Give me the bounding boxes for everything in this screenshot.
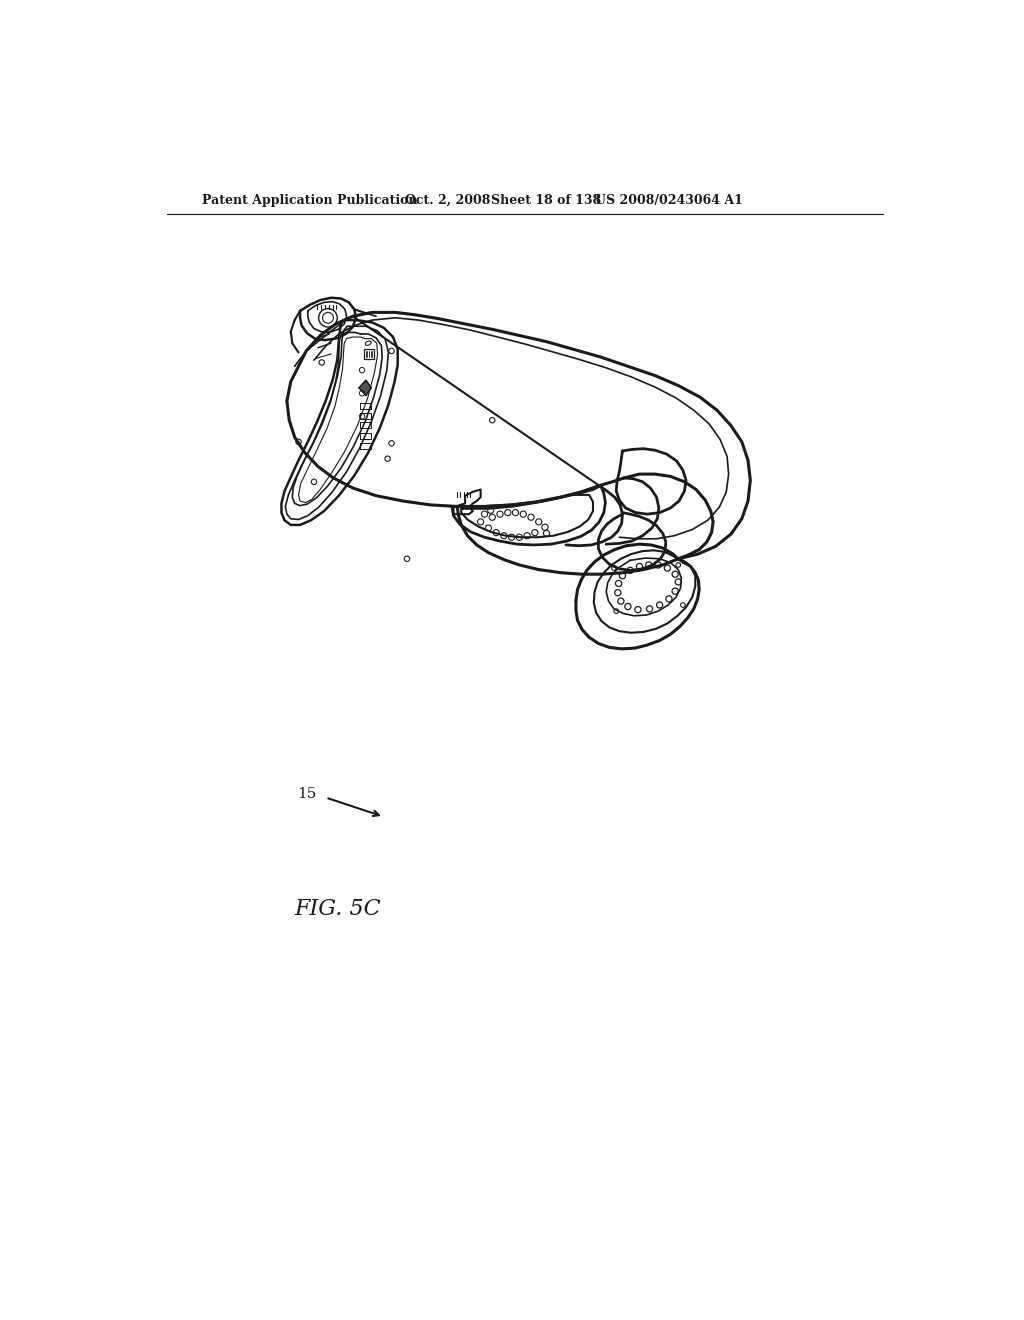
Text: 15: 15	[297, 787, 316, 801]
Text: Sheet 18 of 138: Sheet 18 of 138	[490, 194, 601, 207]
Text: US 2008/0243064 A1: US 2008/0243064 A1	[595, 194, 742, 207]
Polygon shape	[359, 380, 372, 396]
Text: Oct. 2, 2008: Oct. 2, 2008	[406, 194, 490, 207]
Text: FIG. 5C: FIG. 5C	[295, 898, 381, 920]
Text: Patent Application Publication: Patent Application Publication	[202, 194, 417, 207]
